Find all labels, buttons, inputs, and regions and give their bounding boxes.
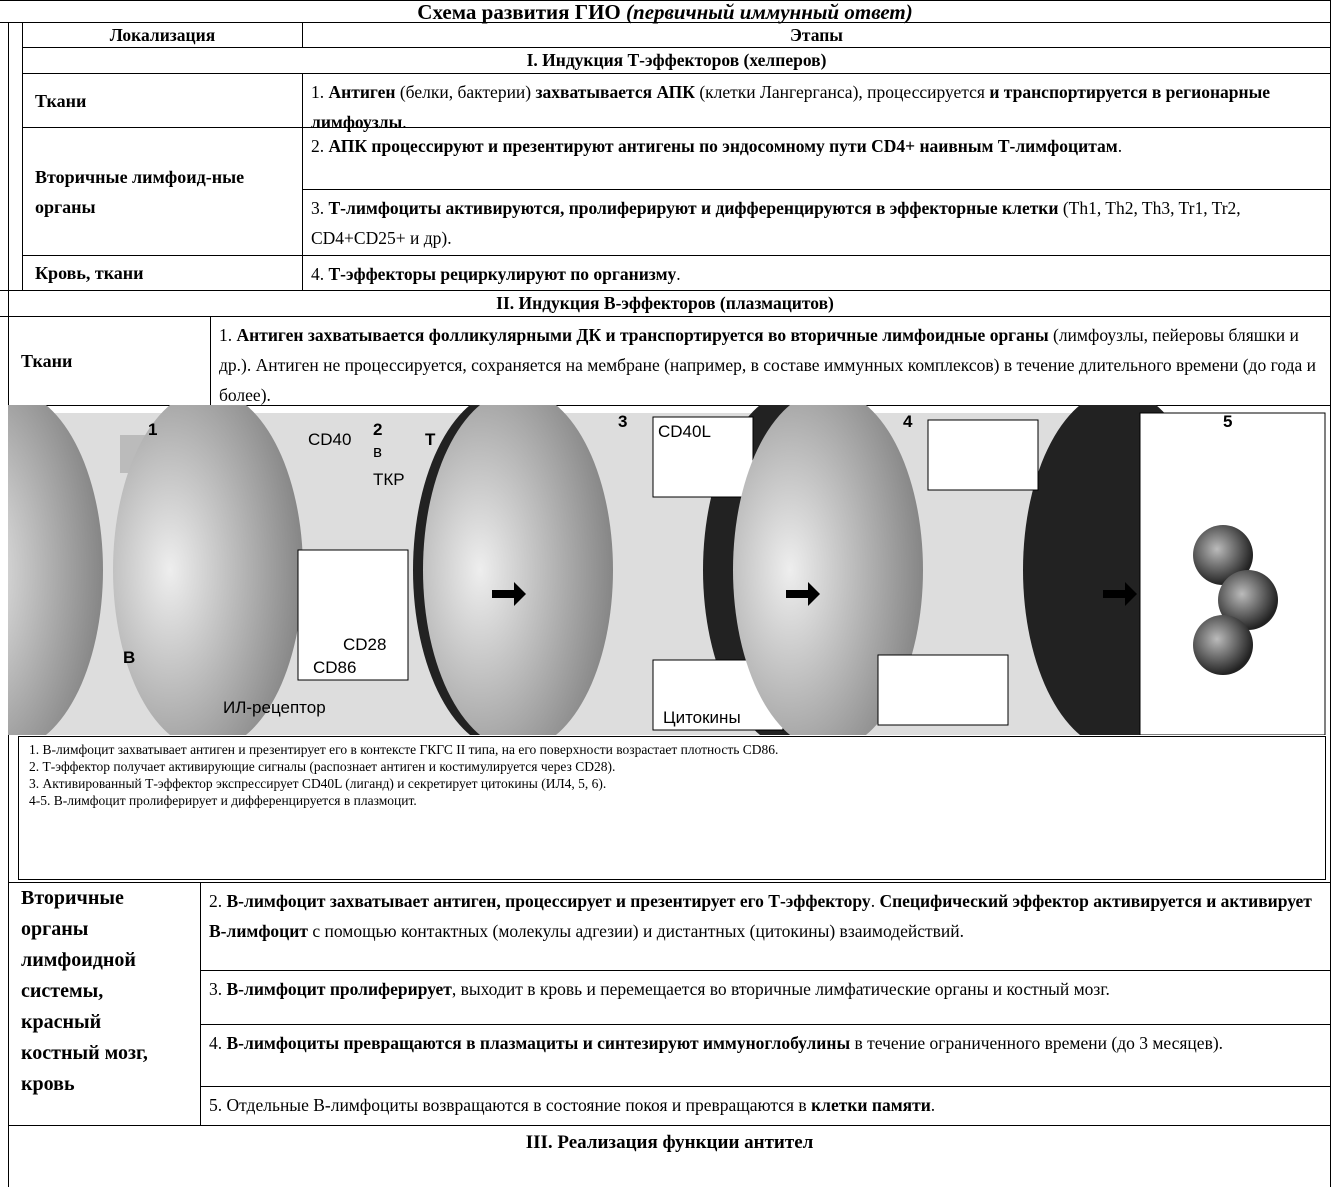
text-run: . [930,1095,936,1115]
arrows [492,582,1137,606]
figure-label: Цитокины [663,708,741,727]
text-run: 4. [311,264,329,284]
step: 1. Антиген (белки, бактерии) захватывает… [302,73,1331,132]
caption-line: 4-5. В-лимфоцит пролиферирует и дифферен… [29,793,417,808]
header-location: Локализация [22,22,303,48]
text-run: 1. [219,325,237,345]
panel [1139,412,1326,735]
panel [733,405,1213,735]
text-run: (клетки Лангерганса), процессируется [694,82,990,102]
panel-number: 5 [1223,412,1232,431]
step: 4. Т-эффекторы рециркулируют по организм… [302,255,1331,291]
figure-label: CD28 [343,635,386,654]
section-title: II. Индукция В-эффекторов (плазмацитов) [0,290,1331,317]
text-run: . [870,891,880,911]
location: Вторичные органы лимфоидной системы, кра… [8,882,201,1126]
text-run: в течение ограниченного времени (до 3 ме… [850,1033,1224,1053]
panel-number: 4 [903,412,913,431]
location: Вторичные лимфоид-ные органы [22,127,303,256]
section-title: III. Реализация функции антител [8,1125,1331,1187]
text-run: Т-эффекторы рециркулируют по организму [328,264,677,284]
text-run: захватывается АПК [535,82,695,102]
text-run: В-лимфоцит захватывает антиген, процесси… [226,891,871,911]
text-run: (первичный иммунный ответ) [626,0,913,24]
panel-number: 1 [148,420,157,439]
figure-label: в [373,442,382,461]
caption-line: 2. Т-эффектор получает активирующие сигн… [29,759,616,774]
text-run: Антиген [328,82,396,102]
text-run: 5. Отдельные В-лимфоциты возвращаются в … [209,1095,812,1115]
text-run: Специфический эффектор активируется и ак… [209,891,1312,941]
caption-line: 1. В-лимфоцит захватывает антиген и през… [29,742,779,757]
figure-label: ТКР [373,470,405,489]
figure-label: CD86 [313,658,356,677]
text-run: . [1117,136,1123,156]
text-run: 1. [311,82,329,102]
text-run: клетки памяти [811,1095,931,1115]
text-run: (белки, бактерии) [395,82,536,102]
left-border [8,22,1331,322]
step: 4. В-лимфоциты превращаются в плазмациты… [200,1024,1331,1087]
text-run: , выходит в кровь и перемещается во втор… [451,979,1110,999]
text-run: 2. [311,136,329,156]
location: Кровь, ткани [22,255,303,291]
figure: 1 2 3 4 5 CD40 в Т ТКР CD28 CD86 В ИЛ-ре… [8,405,1326,735]
location: Ткани [22,73,303,128]
figure-label: В [123,648,135,667]
panel-number: 3 [618,412,627,431]
panel-number: 2 [373,420,382,439]
text-run: 3. [209,979,227,999]
figure-label: Т [425,430,436,449]
step: 5. Отдельные В-лимфоциты возвращаются в … [200,1086,1331,1126]
text-run: с помощью контактных (молекулы адгезии) … [307,921,965,941]
figure-caption: 1. В-лимфоцит захватывает антиген и през… [18,736,1326,880]
text-run: Антиген захватывается фолликулярными ДК … [236,325,1049,345]
text-run: Схема развития ГИО [417,0,627,24]
step: 2. В-лимфоцит захватывает антиген, проце… [200,882,1331,971]
text-run: 4. [209,1033,227,1053]
text-run: 2. [209,891,227,911]
figure-label: CD40 [308,430,351,449]
text-run: (лимфоузлы, пейеровы бляшки и др.). Анти… [219,325,1316,405]
text-run: . [402,112,407,132]
title: Схема развития ГИО (первичный иммунный о… [0,0,1331,23]
figure-label: CD40L [658,422,711,441]
location: Ткани [8,316,211,406]
text-run: 3. [311,198,329,218]
section-title: I. Индукция Т-эффекторов (хелперов) [22,47,1331,74]
text-run: Т-лимфоциты активируются, пролиферируют … [328,198,1059,218]
step: 1. Антиген захватывается фолликулярными … [210,316,1331,406]
step: 3. В-лимфоцит пролиферирует, выходит в к… [200,970,1331,1025]
text-run: . [676,264,681,284]
header-stages: Этапы [302,22,1331,48]
step: 2. АПК процессируют и презентируют антиг… [302,127,1331,190]
text-run: В-лимфоциты превращаются в плазмациты и … [226,1033,851,1053]
step: 3. Т-лимфоциты активируются, пролифериру… [302,189,1331,256]
text-run: АПК процессируют и презентируют антигены… [328,136,1118,156]
text-run: (Th1, Th2, Th3, Tr1, Tr2, CD4+CD25+ и др… [311,198,1241,248]
figure-label: ИЛ-рецептор [223,698,326,717]
text-run: В-лимфоцит пролиферирует [226,979,452,999]
caption-line: 3. Активированный Т-эффектор экспрессиру… [29,776,607,791]
